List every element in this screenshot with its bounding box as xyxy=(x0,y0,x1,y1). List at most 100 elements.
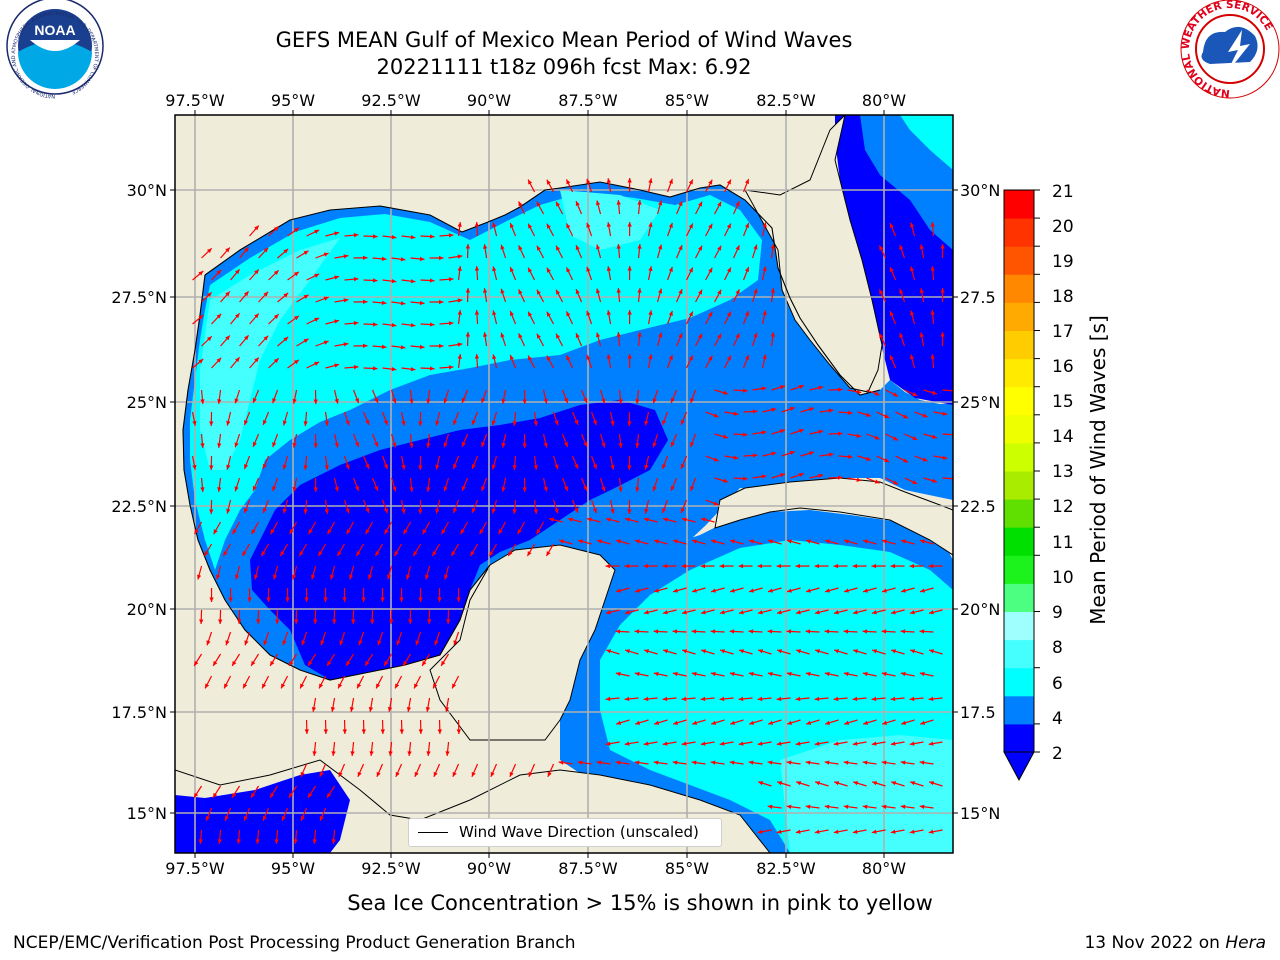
wind-arrow-head xyxy=(474,310,480,315)
wind-arrow-head xyxy=(730,539,735,544)
wind-arrow-head xyxy=(273,226,279,231)
wind-arrow-head xyxy=(375,551,380,557)
wind-arrow-head xyxy=(586,310,591,316)
wind-arrow-head xyxy=(374,485,379,491)
wind-arrow-head xyxy=(596,760,602,765)
wind-arrow-head xyxy=(723,434,728,439)
wind-arrow-head xyxy=(627,509,632,514)
wind-arrow-head xyxy=(862,629,868,634)
wind-arrow-head xyxy=(673,720,679,725)
wind-arrow-head xyxy=(663,649,669,654)
wind-arrow-head xyxy=(771,407,777,412)
wind-arrow-head xyxy=(474,266,480,271)
wind-arrow-head xyxy=(308,529,313,535)
wind-arrow-head xyxy=(670,397,675,403)
wind-arrow-head xyxy=(263,335,269,341)
wind-arrow-head xyxy=(244,420,249,426)
wind-arrow-head xyxy=(719,610,725,615)
lat-label-left: 30°N xyxy=(127,181,167,200)
wind-arrow-head xyxy=(932,478,937,483)
wind-arrow-head xyxy=(648,178,653,184)
wind-arrow-head xyxy=(635,588,640,593)
wind-arrow-head xyxy=(546,223,551,229)
wind-arrow-head xyxy=(303,294,309,299)
wind-arrow-head xyxy=(710,671,716,677)
wind-arrow-head xyxy=(263,640,268,646)
wind-arrow-head xyxy=(369,751,374,756)
wind-arrow-head xyxy=(441,529,446,535)
wind-arrow-head xyxy=(719,741,725,746)
wind-arrow-head xyxy=(536,245,541,251)
wind-arrow-head xyxy=(700,517,706,522)
wind-arrow-head xyxy=(710,629,716,634)
wind-arrow-head xyxy=(616,588,621,593)
wind-arrow-head xyxy=(206,248,212,254)
wind-arrow-head xyxy=(776,741,782,746)
wind-arrow-head xyxy=(767,760,773,765)
wind-arrow-head xyxy=(601,398,606,404)
wind-arrow-head xyxy=(353,233,359,238)
wind-arrow-head xyxy=(900,629,906,634)
wind-arrow-head xyxy=(814,696,820,702)
wind-arrow-head xyxy=(890,563,896,569)
wind-arrow-head xyxy=(762,354,767,360)
wind-arrow-head xyxy=(711,720,717,725)
lat-label-left: 27.5°N xyxy=(111,288,167,307)
wind-arrow-head xyxy=(770,288,775,293)
wind-arrow-head xyxy=(789,406,795,412)
wind-arrow-head xyxy=(554,508,559,514)
wind-arrow-head xyxy=(814,741,820,746)
wind-arrow-head xyxy=(389,619,394,624)
wind-arrow-head xyxy=(742,388,748,393)
wind-arrow-head xyxy=(658,288,663,294)
wind-arrow-head xyxy=(461,441,466,447)
wind-arrow-head xyxy=(624,517,630,522)
wind-arrow-head xyxy=(643,696,649,702)
wind-arrow-head xyxy=(742,476,748,481)
wind-arrow-head xyxy=(930,266,935,271)
wind-arrow-head xyxy=(770,332,775,337)
wind-arrow-head xyxy=(334,442,339,448)
wind-arrow-head xyxy=(713,413,719,418)
wind-arrow-head xyxy=(644,649,650,654)
wind-arrow-head xyxy=(729,671,735,677)
wind-arrow-head xyxy=(757,610,763,615)
wind-arrow-head xyxy=(627,421,632,426)
wind-arrow-head xyxy=(461,397,466,403)
wind-arrow-head xyxy=(879,289,884,295)
wind-arrow-head xyxy=(605,696,611,702)
wind-arrow-head xyxy=(909,610,915,615)
wind-arrow-head xyxy=(351,619,356,624)
wind-arrow-head xyxy=(771,451,777,456)
lat-label-right: 30°N xyxy=(960,181,1000,200)
wind-arrow-head xyxy=(616,539,621,544)
wind-arrow-head xyxy=(346,660,351,666)
lon-label-bottom: 87.5°W xyxy=(558,859,618,878)
wind-arrow-head xyxy=(824,804,830,809)
wind-arrow-head xyxy=(216,269,222,275)
wind-arrow-head xyxy=(272,486,277,492)
wind-arrow-head xyxy=(226,420,231,426)
wind-arrow-head xyxy=(435,420,440,426)
wind-arrow-head xyxy=(226,508,231,514)
wind-arrow-head xyxy=(583,485,588,491)
wind-arrow-head xyxy=(616,332,621,337)
wind-arrow-head xyxy=(717,333,722,339)
colorbar-segment xyxy=(1004,330,1034,360)
wind-arrow-head xyxy=(509,355,514,361)
wind-arrow-head xyxy=(708,311,713,317)
wind-arrow-head xyxy=(292,486,297,492)
wind-arrow-head xyxy=(273,270,279,275)
wind-arrow-head xyxy=(509,267,514,273)
wind-arrow-head xyxy=(307,792,313,798)
wind-arrow-head xyxy=(863,720,869,725)
wind-arrow-head xyxy=(738,696,744,702)
wind-arrow-head xyxy=(252,441,257,447)
wind-arrow-head xyxy=(548,517,554,522)
wind-arrow-head xyxy=(627,310,632,315)
wind-arrow-head xyxy=(396,640,401,646)
wind-arrow-head xyxy=(357,683,362,689)
wind-arrow-head xyxy=(919,332,924,338)
wind-arrow-head xyxy=(690,398,695,404)
wind-arrow-head xyxy=(206,292,212,298)
